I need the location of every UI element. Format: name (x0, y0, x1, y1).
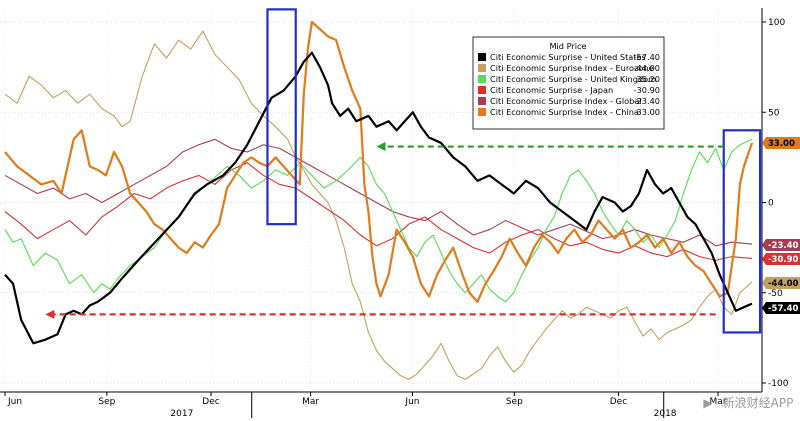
legend-items: Citi Economic Surprise - United States-5… (478, 52, 660, 117)
last-value-tag-bg (762, 277, 800, 289)
last-value-tag-text: -44.00 (768, 279, 798, 289)
legend-series-name: Citi Economic Surprise - United Kingdom (490, 74, 656, 84)
x-month-label: Jun (404, 397, 419, 407)
y-tick-label: 100 (768, 18, 785, 28)
legend-series-name: Citi Economic Surprise Index - China (490, 107, 639, 117)
last-value-tag-text: -57.40 (768, 304, 798, 314)
legend-series-value: -44.00 (634, 63, 660, 73)
legend-swatch (478, 64, 486, 72)
watermark: ▶ 新浪财经APP (703, 395, 793, 410)
legend-series-value: 35.20 (637, 74, 660, 84)
last-value-tag-text: 33.00 (768, 139, 795, 149)
legend-series-value: -57.40 (634, 52, 660, 62)
x-month-label: Dec (610, 397, 627, 407)
last-value-tags: -57.40 -44.00 -30.90 -23.40 33.00 (762, 137, 800, 314)
x-month-label: Mar (302, 397, 319, 407)
legend-swatch (478, 108, 486, 116)
last-value-tag-bg (762, 302, 800, 314)
legend-swatch (478, 86, 486, 94)
last-value-tag-bg (762, 239, 800, 251)
last-value-tag-text: -23.40 (768, 241, 798, 251)
x-axis-ticks: JunSepDecMarJunSepDecMar201720182019 (4, 392, 727, 419)
arrow-head-1 (45, 309, 55, 319)
chart-series-lines (4, 20, 754, 380)
y-tick-label: 0 (768, 199, 774, 209)
legend-series-name: Citi Economic Surprise - United States (490, 52, 646, 62)
watermark-prefix: ▶ (703, 396, 713, 410)
x-month-label: Dec (202, 397, 219, 407)
highlight-box-0 (266, 8, 297, 226)
legend-swatch (478, 97, 486, 105)
series-line-3 (4, 162, 753, 261)
series-line-0 (4, 51, 753, 345)
series-line-1 (4, 30, 753, 380)
chart-annotations (45, 8, 762, 334)
legend-series-value: 33.00 (637, 107, 660, 117)
legend-series-value: -30.90 (634, 85, 660, 95)
watermark-text: 新浪财经APP (723, 395, 794, 410)
series-line-5 (4, 20, 754, 303)
x-month-label: Mar (710, 397, 727, 407)
x-year-label: 2018 (654, 409, 677, 419)
last-value-tag-bg (762, 253, 800, 265)
last-value-tag-bg (762, 137, 800, 149)
legend: Mid Price Citi Economic Surprise - Unite… (472, 36, 665, 130)
y-tick-label: -50 (768, 289, 783, 299)
arrow-head-0 (376, 142, 386, 152)
x-month-label: Sep (98, 397, 115, 407)
y-tick-label: 50 (768, 108, 780, 118)
legend-series-name: Citi Economic Surprise Index - Global (490, 96, 642, 106)
chart-axes (0, 8, 763, 393)
y-tick-label: -100 (768, 379, 789, 389)
x-month-label: Sep (506, 397, 523, 407)
legend-series-name: Citi Economic Surprise Index - Eurozone (490, 63, 654, 73)
legend-series-value: -23.40 (634, 96, 660, 106)
legend-series-name: Citi Economic Surprise - Japan (490, 85, 613, 95)
last-value-tag-text: -30.90 (768, 255, 798, 265)
x-month-label: Jun (7, 397, 22, 407)
legend-title: Mid Price (549, 41, 586, 51)
x-year-label: 2017 (170, 409, 193, 419)
legend-swatch (478, 53, 486, 61)
legend-swatch (478, 75, 486, 83)
highlight-box-1 (722, 129, 762, 334)
y-axis-ticks: 100 50 0 -50 -100 (762, 18, 789, 389)
